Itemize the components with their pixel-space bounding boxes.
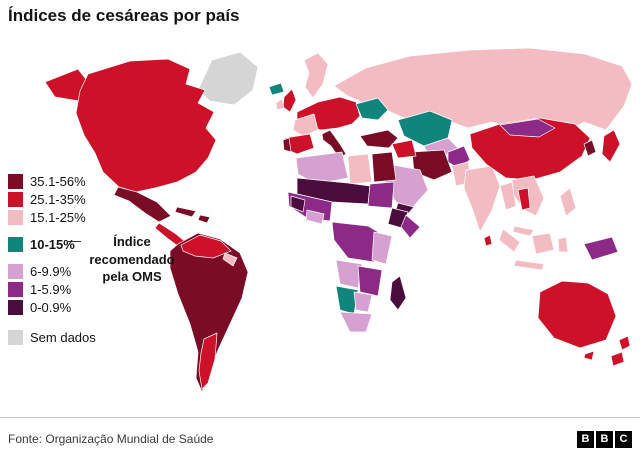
region-philippines [559,187,577,217]
chart-title: Índices de cesáreas por país [8,6,240,25]
region-new-guinea [583,236,619,261]
who-annotation: — Índice recomendado pela OMS [68,233,178,286]
legend-swatch-light-purple [8,263,23,279]
region-russia [333,47,633,135]
legend-label: 0-0.9% [30,299,72,315]
region-australia [537,280,617,349]
region-somalia [400,214,421,239]
region-east-africa [371,231,393,265]
region-korea [583,139,597,157]
legend-label: 15.1-25% [30,209,86,225]
legend-item-10-15-who: 10-15% [8,235,188,253]
legend-item-25-35: 25.1-35% [8,190,188,208]
world-map-svg [44,47,633,393]
region-uk [282,88,297,113]
region-libya [347,153,373,185]
source-credit: Fonte: Organização Mundial de Saúde [8,432,214,446]
region-tasmania [583,350,595,361]
legend-swatch-gray [8,329,23,345]
region-france [292,113,319,137]
region-argentina [198,332,218,390]
legend-swatch-teal [8,236,23,252]
bbc-logo-block-b2: B [596,430,613,448]
legend-item-35-56: 35.1-56% [8,172,188,190]
region-sumatra [498,228,521,253]
world-map [0,40,640,412]
legend-item-6-9: 6-9.9% [8,262,188,280]
region-thailand [517,187,531,211]
region-guinea [290,195,306,213]
region-guyana [222,252,238,267]
region-iraq-syria [391,139,417,159]
legend-swatch-pink [8,209,23,225]
region-angola [335,259,363,289]
region-sri-lanka [483,234,493,247]
bbc-logo-block-b1: B [577,430,594,448]
region-maghreb [295,151,349,185]
legend-swatch-red [8,191,23,207]
region-japan [601,129,621,163]
region-sudan [367,181,395,209]
legend-label: 25.1-35% [30,191,86,207]
region-india [463,165,501,233]
region-canada-usa [75,58,217,193]
region-botswana [353,291,373,313]
legend-label: 10-15% [30,236,75,252]
region-java [513,259,545,271]
region-scandinavia [303,52,329,99]
region-cuba [174,206,197,218]
legend-label: 1-5.9% [30,281,72,297]
region-colombia-venezuela [180,234,232,259]
legend-item-1-5: 1-5.9% [8,280,188,298]
legend-item-15-25: 15.1-25% [8,208,188,226]
legend-swatch-purple [8,281,23,297]
region-turkey [359,129,399,149]
legend: 35.1-56% 25.1-35% 15.1-25% 10-15% 6-9.9%… [8,172,188,346]
region-new-zealand-north [618,335,631,351]
legend-label: 6-9.9% [30,263,72,279]
region-borneo [531,232,555,255]
region-south-africa [339,311,373,333]
region-madagascar [389,275,407,311]
region-portugal [282,137,292,153]
legend-item-0-09: 0-0.9% [8,298,188,316]
region-china [469,117,591,181]
region-egypt [371,151,397,183]
region-malaysia [512,225,535,237]
region-mongolia [499,118,556,138]
region-ukraine [355,97,389,121]
region-mexico [113,186,172,223]
footer: Fonte: Organização Mundial de Saúde B B … [0,417,640,460]
bbc-logo: B B C [577,430,632,448]
legend-swatch-dark-purple [8,299,23,315]
legend-item-no-data: Sem dados [8,328,188,346]
region-greenland [197,51,259,106]
region-ireland [275,98,285,111]
region-ghana [305,209,325,225]
region-myanmar [499,181,517,211]
region-iceland [268,82,285,96]
region-hispaniola [197,214,211,224]
legend-label: 35.1-56% [30,173,86,189]
region-new-zealand-south [610,351,625,367]
legend-swatch-dark-red [8,173,23,189]
region-central-africa [331,221,379,263]
bbc-logo-block-c: C [615,430,632,448]
annotation-dash-icon: — [68,233,81,248]
region-zambia-zimbabwe [357,265,383,297]
region-sulawesi [557,236,569,253]
legend-label: Sem dados [30,329,96,345]
annotation-text: Índice recomendado pela OMS [89,234,175,285]
